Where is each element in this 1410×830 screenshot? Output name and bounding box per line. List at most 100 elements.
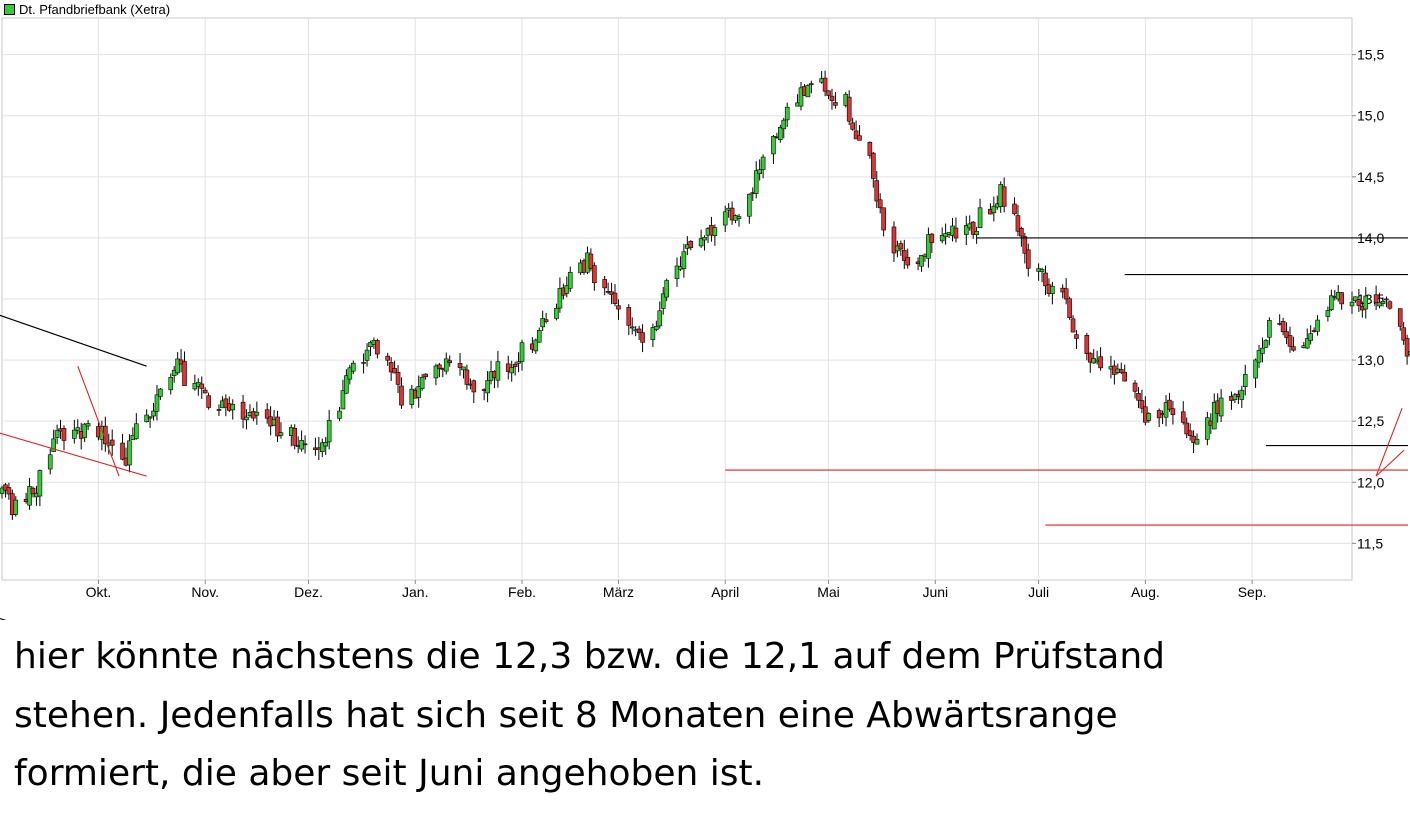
candle-down [182,361,187,386]
candle-down [1012,203,1017,215]
candle-down [385,355,391,361]
candle-up [1242,374,1248,388]
candle-up [1205,417,1210,440]
candle-up [244,416,249,421]
candle-up [364,349,370,361]
candle-up [347,367,353,380]
candle-up [1232,394,1238,400]
candle-up [433,365,439,379]
candle-up [536,330,542,343]
candle-down [809,83,814,85]
candle-up [54,430,60,438]
candle-up [747,193,752,217]
candle-up [650,327,656,341]
x-tick-label: Juni [922,584,948,600]
candle-down [850,122,855,130]
candle-down [6,487,12,495]
candle-up [344,375,349,394]
candle-up [340,390,346,410]
candle-up [926,234,931,259]
candle-down [302,443,308,446]
candle-down [375,340,380,355]
candle-up [519,342,525,362]
candle-up [757,169,762,174]
candle-up [554,307,559,319]
candle-up [698,238,704,247]
candle-down [729,207,735,221]
x-tick-label: Nov. [191,584,219,600]
x-tick-label: Aug. [1131,584,1160,600]
candle-up [1253,359,1258,379]
candle-down [120,442,125,460]
candle-down [588,253,594,269]
red-arrow-line [1375,407,1403,477]
legend-label: Dt. Pfandbriefbank (Xetra) [19,1,171,17]
candle-up [660,293,666,309]
candle-down [857,135,862,141]
candle-up [1263,340,1269,348]
candle-up [72,429,77,439]
candle-down [636,328,642,334]
candle-down [1001,186,1007,207]
candle-up [443,358,449,372]
chart-caption: hier könnte nächstens die 12,3 bzw. die … [14,636,1165,794]
trend-drawings [0,237,1408,620]
candle-up [805,85,811,98]
candle-up [1039,269,1045,272]
candle-up [1050,285,1055,294]
candle-up [1380,301,1386,304]
candle-up [557,288,563,309]
candle-down [602,279,607,289]
candle-up [702,236,707,241]
candle-down [395,371,401,385]
x-tick-label: Feb. [508,584,536,600]
candles [0,70,1410,520]
candle-up [540,318,545,328]
candle-down [629,326,635,329]
candle-down [1167,399,1172,410]
red-arrow-line [1375,449,1405,477]
candle-up [1194,438,1200,445]
candle-up [991,205,997,214]
candle-down [202,389,208,394]
candle-down [871,152,876,179]
candle-up [495,361,501,381]
candle-up [82,423,87,438]
legend-swatch [4,3,15,15]
candle-up [1349,301,1355,307]
candle-up [674,265,680,279]
candle-down [437,364,442,369]
x-tick-label: Juli [1028,584,1049,600]
candle-down [970,221,976,235]
candle-down [399,385,404,406]
red-trend-line [0,432,147,477]
candle-up [51,438,56,452]
candle-down [1067,298,1072,318]
candle-up [509,366,514,374]
candle-down [1074,334,1079,339]
candle-down [423,373,428,378]
candle-down [1015,215,1021,232]
candle-down [881,207,886,231]
candle-up [85,423,91,427]
candle-up [1308,333,1313,341]
candle-down [877,199,883,209]
candle-up [1239,389,1245,400]
candle-up [533,339,539,352]
candle-up [516,361,521,364]
candle-down [1063,288,1069,300]
candle-up [416,386,422,398]
x-tick-label: Dez. [294,584,323,600]
candle-up [350,362,356,372]
y-tick-label: 15,0 [1357,108,1384,124]
candle-down [833,102,838,106]
chart-grid [1,17,1353,581]
y-tick-label: 15,5 [1357,47,1384,63]
chart-legend: Dt. Pfandbriefbank (Xetra) [4,1,170,17]
candle-up [1408,351,1410,355]
candle-down [223,398,229,408]
candle-down [1397,308,1403,327]
candle-up [681,251,687,269]
candle-down [1122,371,1128,382]
candle-up [326,420,332,443]
